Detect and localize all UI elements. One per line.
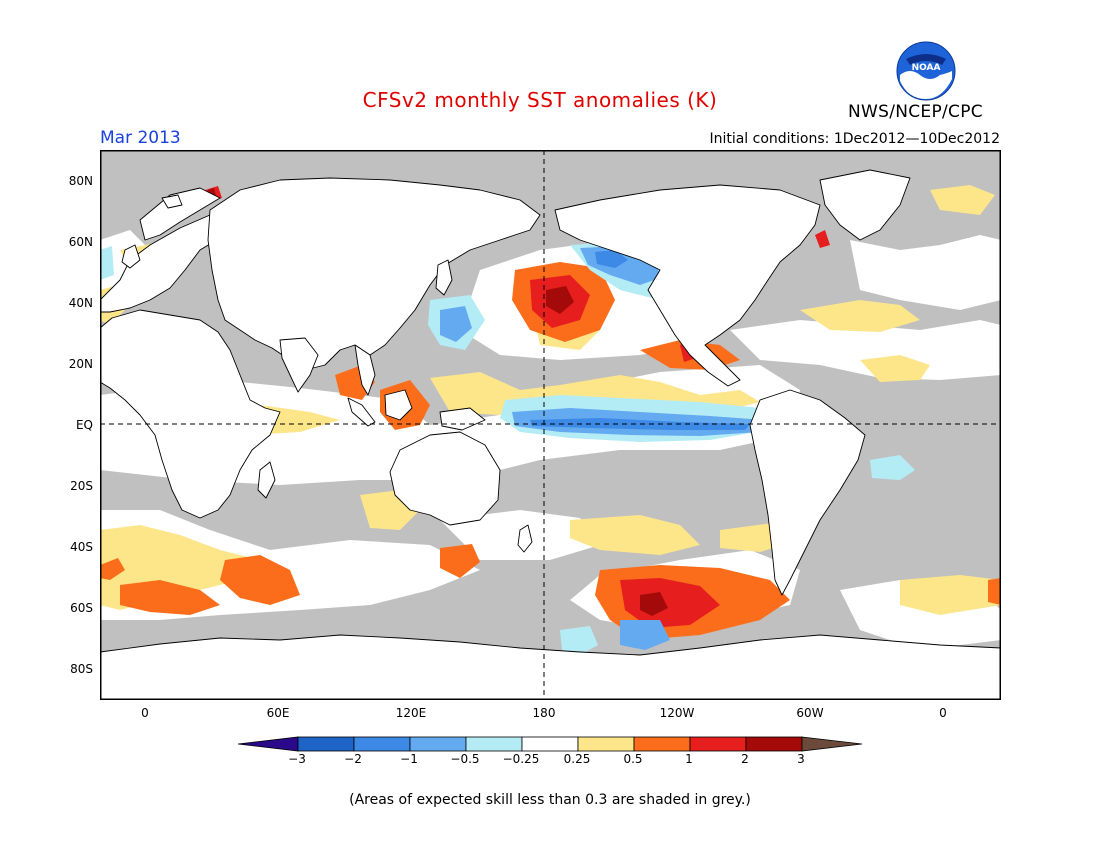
- lon-label-120w: 120W: [659, 706, 695, 720]
- land-masses: [100, 169, 1001, 700]
- landmass-british-isles: [121, 244, 141, 269]
- colorbar-cell: [745, 736, 803, 752]
- lat-label-40n: 40N: [68, 296, 93, 310]
- colorbar-label: −1: [400, 752, 418, 766]
- landmass-scandinavia: [139, 187, 221, 241]
- lat-label-40s: 40S: [70, 540, 93, 554]
- lon-label-60e: 60E: [266, 706, 290, 720]
- org-label: NWS/NCEP/CPC: [848, 102, 983, 122]
- landmass-north-america: [554, 184, 821, 387]
- lat-label-60n: 60N: [68, 235, 93, 249]
- colorbar-cell: [353, 736, 411, 752]
- colorbar-cells: [238, 736, 862, 752]
- colorbar-cell: [238, 736, 299, 752]
- lat-label-60s: 60S: [70, 601, 93, 615]
- landmass-africa: [100, 309, 281, 519]
- colorbar-label: 0.25: [563, 752, 591, 766]
- colorbar-cell: [633, 736, 691, 752]
- lon-label-0-east: 0: [939, 706, 947, 720]
- landmass-antarctica: [100, 634, 1001, 700]
- sst-anomaly-map: [100, 150, 1001, 700]
- map-frame: [100, 150, 1001, 700]
- lat-label-20n: 20N: [68, 357, 93, 371]
- colorbar-label: 0.5: [623, 752, 643, 766]
- landmass-japan: [435, 259, 453, 296]
- colorbar-label: 3: [797, 752, 805, 766]
- colorbar-label: −2: [344, 752, 362, 766]
- colorbar-cell: [465, 736, 523, 752]
- lon-label-0-west: 0: [141, 706, 149, 720]
- lon-label-180: 180: [532, 706, 556, 720]
- colorbar-cell: [689, 736, 747, 752]
- landmass-borneo: [384, 389, 413, 421]
- lat-label-eq: EQ: [75, 418, 93, 432]
- noaa-logo: NOAA: [896, 41, 956, 101]
- lat-label-80s: 80S: [70, 662, 93, 676]
- lon-label-60w: 60W: [796, 706, 824, 720]
- landmass-australia: [389, 431, 501, 526]
- colorbar-cell: [801, 736, 862, 752]
- colorbar: [238, 736, 862, 752]
- colorbar-cell: [521, 736, 579, 752]
- landmass-iceland: [161, 194, 183, 209]
- landmass-south-america: [749, 389, 866, 596]
- month-label: Mar 2013: [100, 128, 181, 148]
- colorbar-label: −0.5: [450, 752, 480, 766]
- noaa-logo-text: NOAA: [912, 63, 941, 73]
- colorbar-label: −3: [288, 752, 306, 766]
- landmass-india: [279, 337, 319, 393]
- landmass-madagascar: [257, 461, 276, 499]
- colorbar-cell: [577, 736, 635, 752]
- lat-label-80n: 80N: [68, 174, 93, 188]
- colorbar-label: 2: [741, 752, 749, 766]
- lon-label-120e: 120E: [395, 706, 427, 720]
- landmass-asia: [207, 177, 541, 371]
- colorbar-label: −0.25: [502, 752, 540, 766]
- map-title: CFSv2 monthly SST anomalies (K): [362, 88, 718, 112]
- landmass-new-zealand: [517, 524, 533, 553]
- colorbar-cell: [297, 736, 355, 752]
- colorbar-cell: [409, 736, 467, 752]
- lat-label-20s: 20S: [70, 479, 93, 493]
- initial-conditions-label: Initial conditions: 1Dec2012—10Dec2012: [709, 131, 1000, 147]
- footnote: (Areas of expected skill less than 0.3 a…: [349, 792, 751, 808]
- landmass-indochina: [354, 344, 376, 396]
- colorbar-label: 1: [685, 752, 693, 766]
- landmass-greenland: [819, 169, 911, 241]
